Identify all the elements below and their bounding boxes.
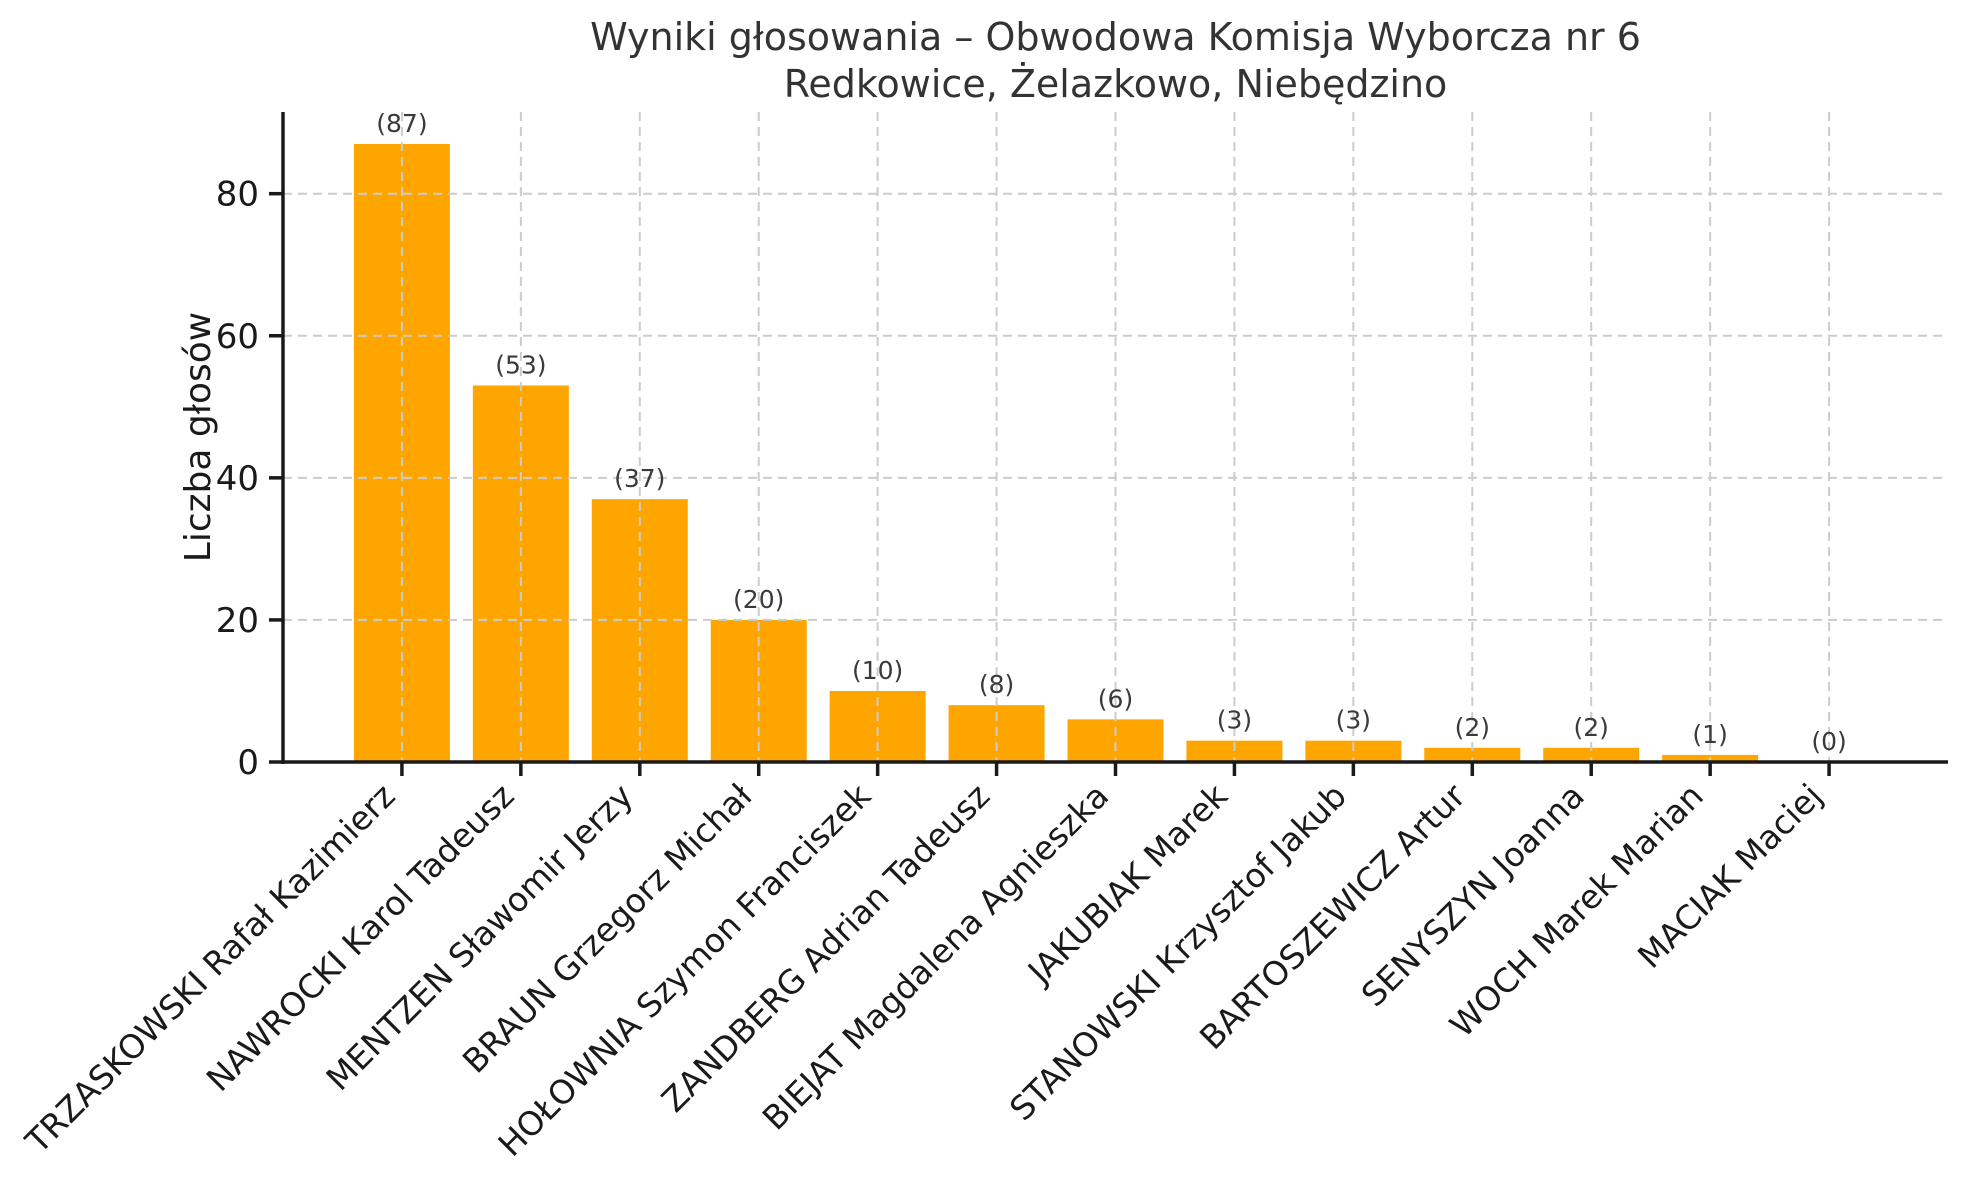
bar-value-label: (0) <box>1811 727 1846 756</box>
bar-value-label: (2) <box>1574 713 1609 742</box>
bar-value-label: (8) <box>979 670 1014 699</box>
bar-value-label: (1) <box>1692 720 1727 749</box>
bar-value-label: (3) <box>1336 706 1371 735</box>
chart-title-line2: Redkowice, Żelazkowo, Niebędzino <box>784 62 1448 106</box>
bar <box>1067 719 1164 762</box>
bar-value-label: (6) <box>1098 684 1133 713</box>
bar-value-label: (20) <box>733 585 784 614</box>
bar <box>1543 747 1640 762</box>
y-tick-label: 40 <box>216 459 259 499</box>
bar-value-label: (3) <box>1217 706 1252 735</box>
bar <box>1424 747 1521 762</box>
bar-value-label: (87) <box>376 109 427 138</box>
y-tick-label: 20 <box>216 601 259 641</box>
y-tick-label: 60 <box>216 317 259 357</box>
bar <box>1305 740 1402 762</box>
bar-value-label: (37) <box>614 464 665 493</box>
bar-value-label: (2) <box>1455 713 1490 742</box>
bar-value-label: (53) <box>495 350 546 379</box>
y-tick-label: 80 <box>216 175 259 215</box>
y-axis-label: Liczba głosów <box>178 312 219 562</box>
y-tick-label: 0 <box>237 743 259 783</box>
bar-value-label: (10) <box>852 656 903 685</box>
bar <box>1186 740 1283 762</box>
chart-title-line1: Wyniki głosowania – Obwodowa Komisja Wyb… <box>590 15 1641 59</box>
